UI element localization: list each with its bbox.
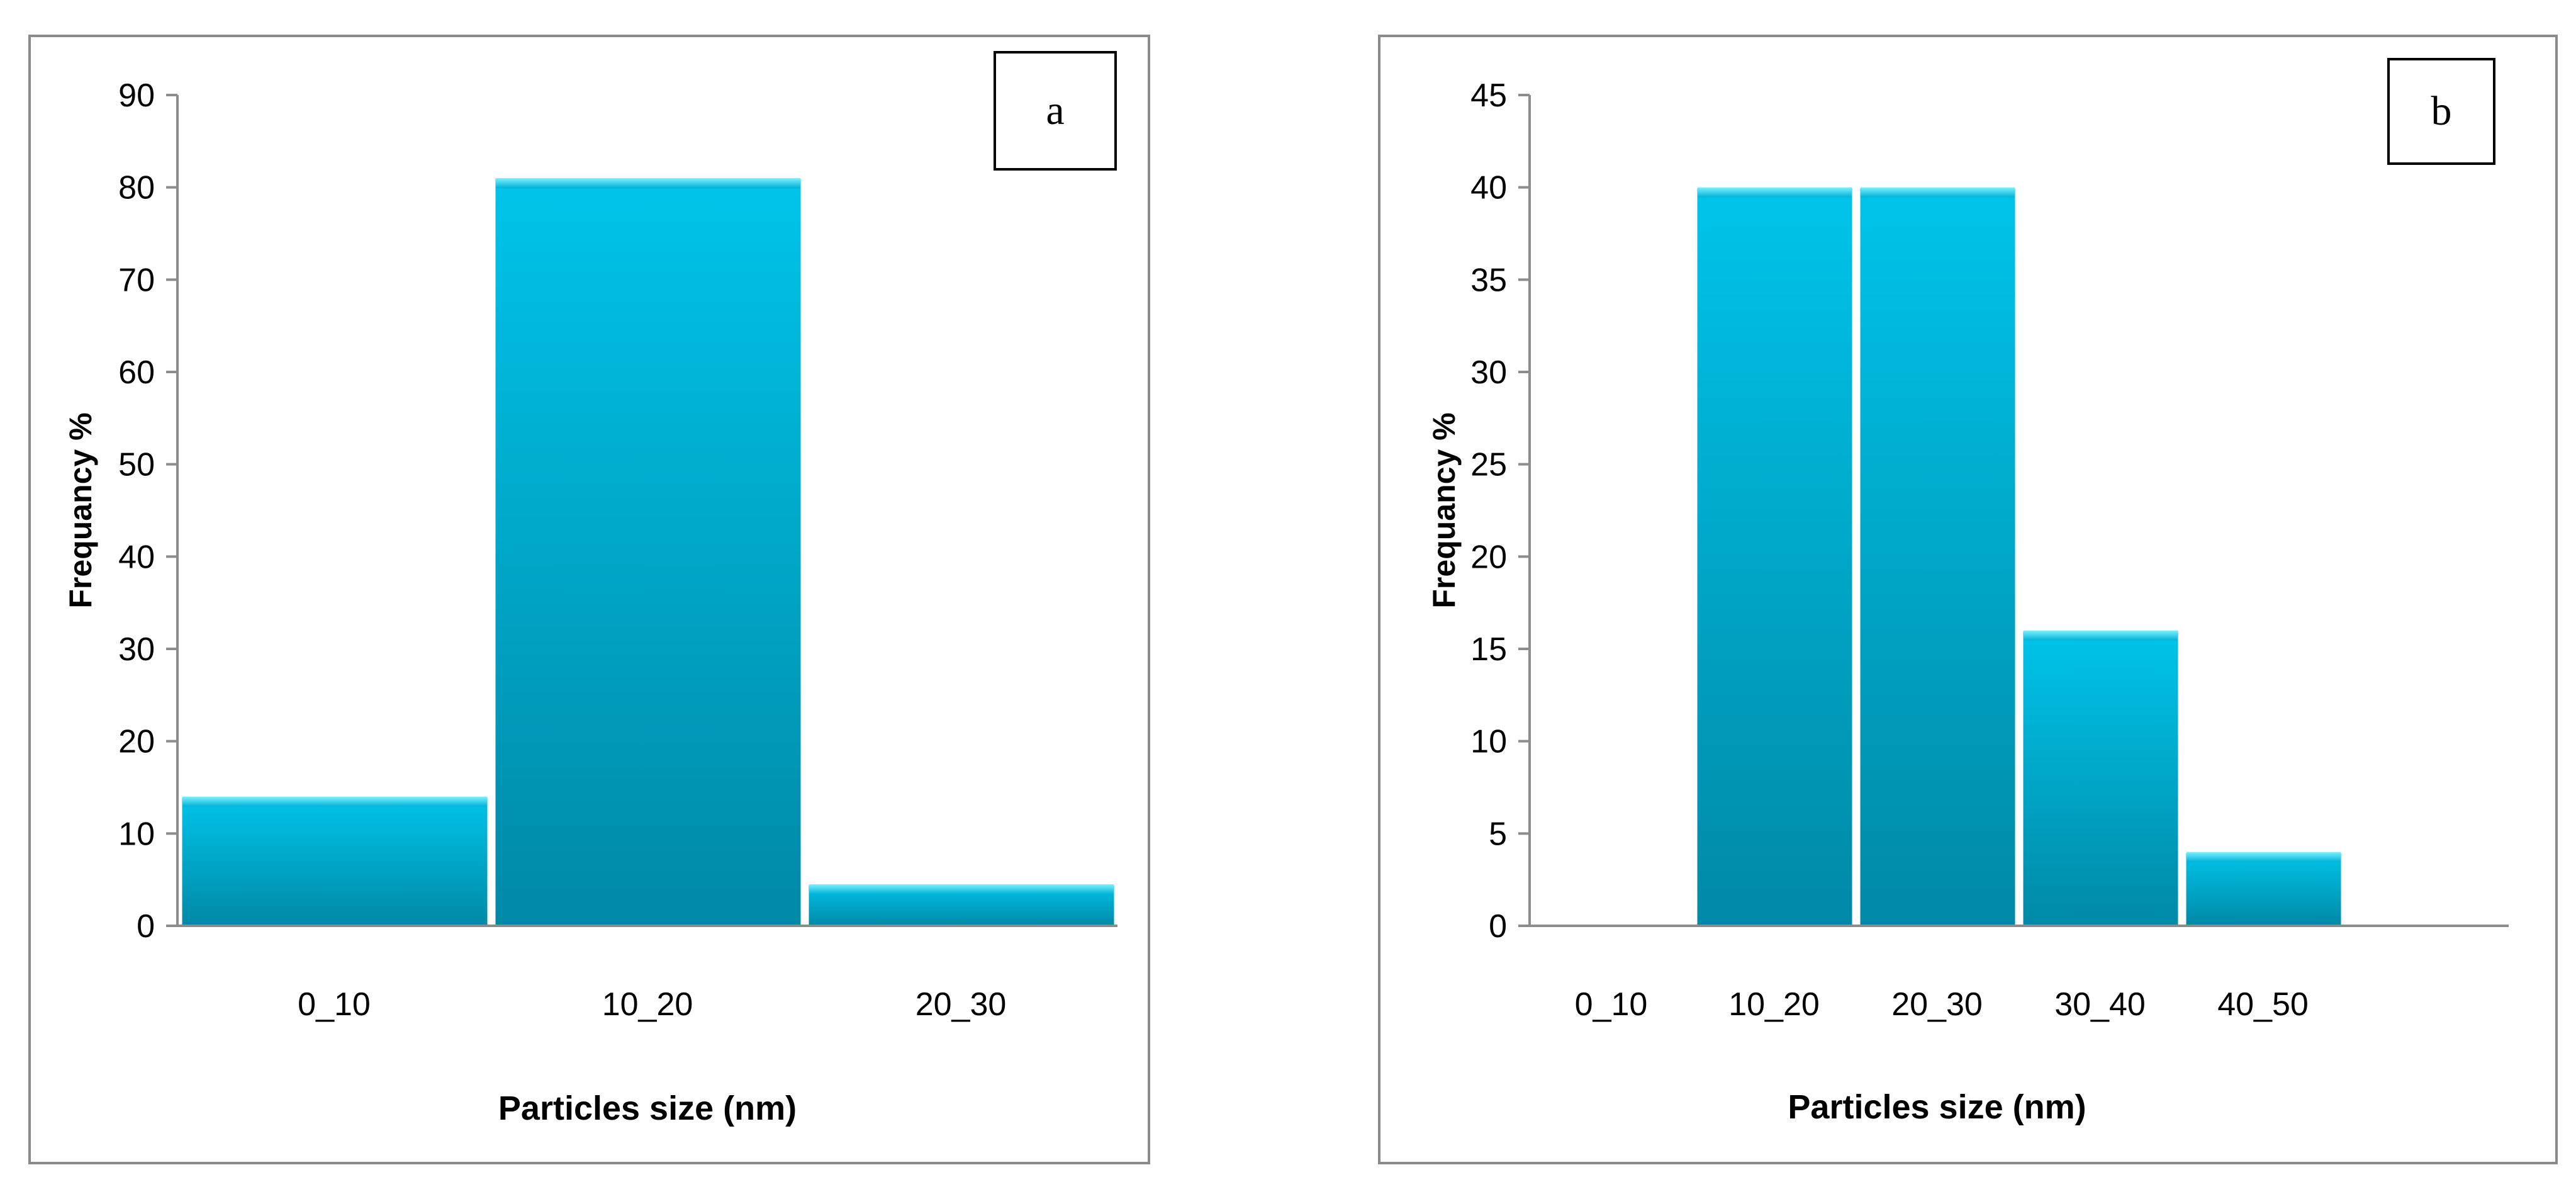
- x-tick-label: 40_50: [2217, 986, 2309, 1023]
- y-tick-label: 50: [118, 447, 155, 483]
- x-tick-label: 0_10: [298, 986, 371, 1023]
- y-tick-label: 35: [1470, 262, 1507, 298]
- panel-label-b: b: [2387, 58, 2495, 165]
- y-tick-label: 90: [118, 77, 155, 114]
- y-tick-label: 10: [118, 816, 155, 852]
- y-tick-label: 30: [118, 631, 155, 668]
- bar-top-highlight: [2024, 630, 2178, 641]
- bar-top-highlight: [809, 884, 1114, 894]
- bar-10_20: [1695, 186, 1854, 927]
- x-tick-label: 10_20: [602, 986, 693, 1023]
- histogram-a: 0 10 20 30 40 50 60 70 80 90 0_10 10_20 20_30 Particl…: [63, 77, 1117, 1127]
- x-tick-label: 10_20: [1728, 986, 1820, 1023]
- y-tick-label: 40: [1470, 170, 1507, 206]
- panel-label-a: a: [994, 51, 1117, 171]
- y-axis-title: Frequancy %: [63, 412, 98, 608]
- y-tick-label: 10: [1470, 724, 1507, 760]
- histogram-b: 0 5 10 15 20 25 30 35 40 45 0_10 10_20 20_30 30_40 40_…: [1426, 77, 2509, 1126]
- y-tick-label: 70: [118, 262, 155, 298]
- bar-0_10: [180, 796, 490, 927]
- bar-top-highlight: [2187, 852, 2341, 862]
- y-axis-title: Frequancy %: [1426, 412, 1462, 608]
- bar-top-highlight: [182, 796, 487, 807]
- y-tick-label: 20: [1470, 539, 1507, 575]
- y-tick-label: 45: [1470, 77, 1507, 114]
- y-tick-label: 60: [118, 354, 155, 391]
- y-tick-label: 5: [1489, 816, 1507, 852]
- x-tick-label: 0_10: [1575, 986, 1648, 1023]
- y-tick-label: 25: [1470, 447, 1507, 483]
- bar-top-highlight: [1861, 187, 2015, 198]
- y-tick-label: 80: [118, 170, 155, 206]
- bar-top-highlight: [1698, 187, 1852, 198]
- x-axis-title: Particles size (nm): [1788, 1088, 2086, 1126]
- y-tick-label: 20: [118, 724, 155, 760]
- y-tick-label: 30: [1470, 354, 1507, 391]
- x-tick-label: 20_30: [1891, 986, 1983, 1023]
- y-tick-label: 40: [118, 539, 155, 575]
- y-tick-label: 0: [1489, 908, 1507, 945]
- y-tick-label: 0: [137, 908, 155, 945]
- x-tick-label: 20_30: [916, 986, 1007, 1023]
- bar-40_50: [2184, 851, 2343, 927]
- x-tick-label: 30_40: [2054, 986, 2146, 1023]
- bar-top-highlight: [496, 178, 800, 188]
- bar-10_20: [493, 177, 803, 927]
- y-tick-label: 15: [1470, 631, 1507, 668]
- bar-30_40: [2021, 629, 2180, 927]
- chart-panel-b: 0 5 10 15 20 25 30 35 40 45 0_10 10_20 20_30 30_40 40_…: [1378, 35, 2558, 1164]
- x-axis-title: Particles size (nm): [498, 1089, 797, 1127]
- bar-20_30: [1858, 186, 2017, 927]
- chart-panel-a: 0 10 20 30 40 50 60 70 80 90 0_10 10_20 20_30 Particl…: [28, 35, 1150, 1164]
